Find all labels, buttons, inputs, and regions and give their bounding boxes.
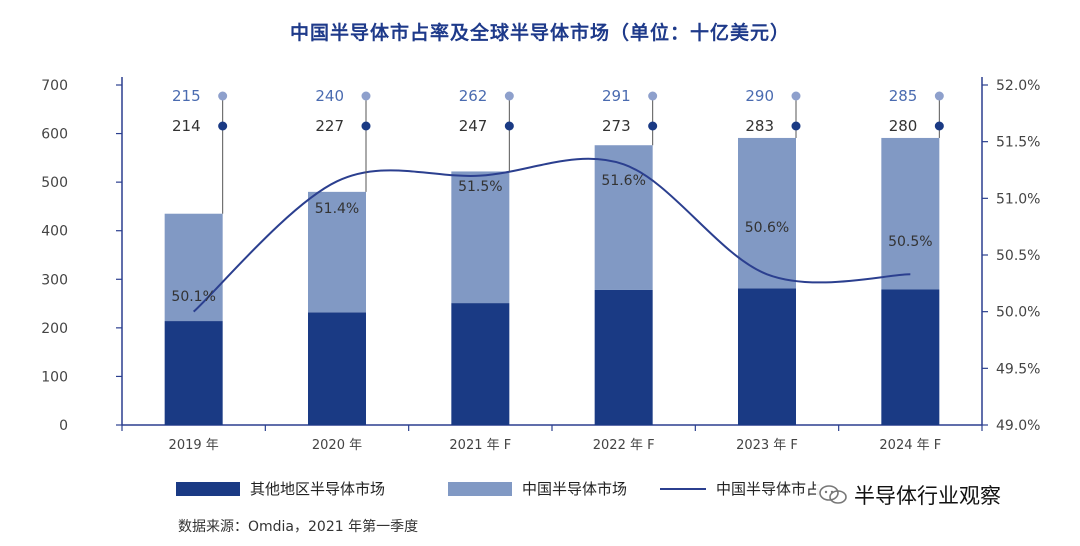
bar-other xyxy=(738,288,796,425)
marker-dot-other xyxy=(361,121,371,131)
marker-dot-other xyxy=(791,121,801,131)
legend-label-share: 中国半导体市占 xyxy=(716,480,822,498)
marker-dot-other xyxy=(504,121,514,131)
x-tick-label: 2023 年 F xyxy=(736,438,798,453)
watermark: 半导体行业观察 xyxy=(816,478,1007,512)
legend-swatch-other xyxy=(176,481,240,496)
bar-china xyxy=(594,145,653,290)
y-left-tick-label: 500 xyxy=(41,175,68,191)
china-market-marker-label: 291 xyxy=(602,87,631,105)
x-tick-label: 2019 年 xyxy=(169,438,219,453)
y-right-tick-label: 50.5% xyxy=(996,248,1040,264)
y-left-tick-label: 700 xyxy=(41,78,68,94)
other-market-marker-label: 283 xyxy=(745,117,774,135)
marker-dot-other xyxy=(648,121,658,131)
y-right-tick-label: 49.5% xyxy=(996,361,1040,377)
y-left-tick-label: 600 xyxy=(41,127,68,143)
china-market-marker-label: 285 xyxy=(889,87,918,105)
bar-other xyxy=(164,321,223,425)
share-data-label: 51.5% xyxy=(458,179,502,195)
bar-other xyxy=(451,303,510,425)
bar-china xyxy=(738,137,796,289)
other-market-marker-label: 214 xyxy=(172,117,201,135)
y-left-tick-label: 300 xyxy=(41,272,68,288)
marker-dot-china xyxy=(504,91,514,101)
bar-other xyxy=(594,289,653,425)
legend: 其他地区半导体市场 中国半导体市场 中国半导体市占 xyxy=(0,478,1080,502)
legend-line-share xyxy=(660,487,706,490)
other-market-marker-label: 227 xyxy=(315,117,344,135)
wechat-icon xyxy=(819,485,847,504)
chart-canvas: 0 100 200 300 400 500 600 700 49.0% 49.5% 50.0% 50.… xyxy=(41,77,1040,453)
x-tick-label: 2021 年 F xyxy=(449,438,511,453)
marker-dot-china xyxy=(218,91,228,101)
other-market-marker-label: 247 xyxy=(459,117,488,135)
x-tick-label: 2024 年 F xyxy=(879,438,941,453)
y-left-tick-label: 0 xyxy=(59,418,68,434)
legend-item-share: 中国半导体市占 xyxy=(660,478,821,499)
bar-china xyxy=(164,213,223,322)
marker-dot-china xyxy=(934,91,944,101)
legend-label-china: 中国半导体市场 xyxy=(522,480,628,498)
china-market-marker-label: 262 xyxy=(459,87,488,105)
share-data-label: 51.6% xyxy=(601,173,645,189)
y-right-tick-label: 51.0% xyxy=(996,191,1040,207)
y-right-tick-label: 51.5% xyxy=(996,135,1040,151)
legend-label-other: 其他地区半导体市场 xyxy=(250,480,386,498)
legend-item-china: 中国半导体市场 xyxy=(448,478,627,499)
y-left-tick-label: 100 xyxy=(41,369,68,385)
bar-china xyxy=(881,137,940,290)
marker-dot-china xyxy=(361,91,371,101)
legend-item-other: 其他地区半导体市场 xyxy=(176,478,385,499)
watermark-text: 半导体行业观察 xyxy=(854,484,1001,508)
bar-other xyxy=(881,289,940,425)
other-market-marker-label: 273 xyxy=(602,117,631,135)
x-tick-label: 2020 年 xyxy=(312,438,362,453)
y-right-tick-label: 49.0% xyxy=(996,418,1040,434)
chart-title: 中国半导体市占率及全球半导体市场（单位：十亿美元） xyxy=(289,22,790,44)
marker-dot-china xyxy=(648,91,658,101)
marker-dot-other xyxy=(218,121,228,131)
china-market-marker-label: 290 xyxy=(745,87,774,105)
source-note: 数据来源：Omdia，2021 年第一季度 xyxy=(178,519,419,535)
china-market-marker-label: 215 xyxy=(172,87,201,105)
x-tick-label: 2022 年 F xyxy=(593,438,655,453)
y-left-tick-label: 400 xyxy=(41,224,68,240)
share-data-label: 50.1% xyxy=(171,289,215,305)
share-data-label: 51.4% xyxy=(315,201,359,217)
legend-swatch-china xyxy=(448,481,512,496)
share-data-label: 50.6% xyxy=(745,220,789,236)
y-left-tick-label: 200 xyxy=(41,321,68,337)
china-market-marker-label: 240 xyxy=(315,87,344,105)
y-right-tick-label: 50.0% xyxy=(996,305,1040,321)
share-line xyxy=(192,157,911,313)
bar-china xyxy=(308,191,366,313)
other-market-marker-label: 280 xyxy=(889,117,918,135)
y-right-tick-label: 52.0% xyxy=(996,78,1040,94)
bar-china xyxy=(451,171,510,304)
marker-dot-other xyxy=(934,121,944,131)
marker-dot-china xyxy=(791,91,801,101)
bar-other xyxy=(308,312,366,425)
share-data-label: 50.5% xyxy=(888,234,932,250)
